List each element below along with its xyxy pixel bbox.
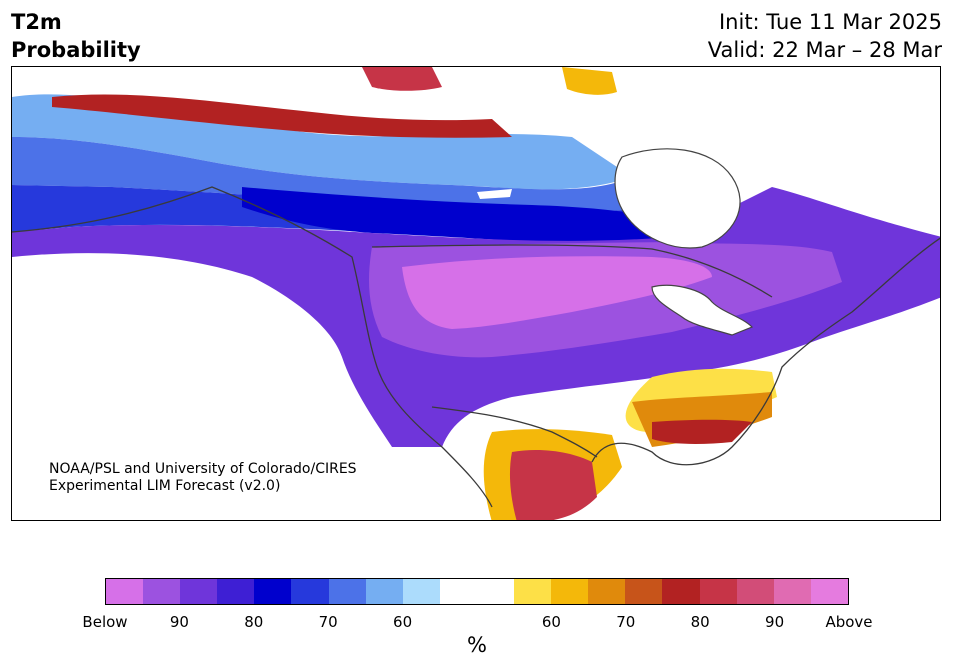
great-slave-lake: [477, 189, 512, 199]
colorbar-swatch: [736, 579, 774, 604]
colorbar: [105, 578, 849, 605]
colorbar-swatch: [254, 579, 292, 604]
colorbar-swatch: [625, 579, 663, 604]
colorbar-unit: %: [467, 633, 487, 657]
colorbar-swatch: [476, 579, 515, 604]
band-above-60-arctic: [562, 67, 617, 95]
band-above-75-arctic: [52, 94, 512, 138]
band-below-90: [402, 256, 712, 329]
colorbar-swatch: [365, 579, 403, 604]
probability-field: [12, 67, 940, 520]
hudson-bay: [614, 148, 741, 249]
product-label: Probability: [11, 38, 141, 62]
band-above-75: [652, 419, 752, 444]
valid-range: Valid: 22 Mar – 28 Mar: [707, 38, 942, 62]
colorbar-swatch: [810, 579, 848, 604]
colorbar-swatch: [514, 579, 552, 604]
colorbar-tick-label: 80: [244, 613, 264, 631]
atlantic-coastline: [591, 237, 940, 466]
us-canada-border: [371, 244, 773, 298]
credit-text: NOAA/PSL and University of Colorado/CIRE…: [49, 461, 357, 495]
colorbar-swatch: [699, 579, 737, 604]
colorbar-swatch: [328, 579, 366, 604]
colorbar-tick-label: 90: [765, 613, 785, 631]
colorbar-swatch: [180, 579, 218, 604]
forecast-map: [11, 66, 941, 521]
date-info: Init: Tue 11 Mar 2025 Valid: 22 Mar – 28…: [708, 8, 942, 64]
colorbar-tick-label: Below: [82, 613, 128, 631]
credit-line-1: NOAA/PSL and University of Colorado/CIRE…: [49, 461, 357, 477]
colorbar-swatch: [773, 579, 811, 604]
colorbar-swatch: [291, 579, 329, 604]
pacific-coastline: [12, 186, 493, 508]
colorbar-tick-label: 70: [318, 613, 338, 631]
colorbar-swatch: [588, 579, 626, 604]
us-mexico-border: [431, 406, 598, 458]
chart-title: T2m Probability: [11, 8, 141, 64]
colorbar-swatch: [143, 579, 181, 604]
colorbar-tick-label: 70: [616, 613, 636, 631]
band-below-75: [242, 187, 652, 244]
colorbar-tick-label: 80: [690, 613, 710, 631]
colorbar-swatch: [551, 579, 589, 604]
variable-label: T2m: [11, 10, 62, 34]
colorbar-tick-label: 60: [541, 613, 561, 631]
band-above-80-mx: [509, 450, 597, 520]
colorbar-swatch: [439, 579, 477, 604]
colorbar-swatch: [106, 579, 144, 604]
init-date: Init: Tue 11 Mar 2025: [718, 10, 942, 34]
colorbar-swatch: [662, 579, 700, 604]
great-lakes: [651, 284, 754, 336]
band-above-80-greenland: [362, 67, 442, 91]
colorbar-tick-label: Above: [825, 613, 873, 631]
colorbar-tick-label: 60: [393, 613, 413, 631]
map-svg: [12, 67, 940, 520]
boundaries: [12, 186, 940, 508]
colorbar-swatch: [402, 579, 440, 604]
credit-line-2: Experimental LIM Forecast (v2.0): [49, 478, 281, 494]
colorbar-swatch: [217, 579, 255, 604]
colorbar-tick-label: 90: [169, 613, 189, 631]
water-features: [477, 148, 754, 336]
